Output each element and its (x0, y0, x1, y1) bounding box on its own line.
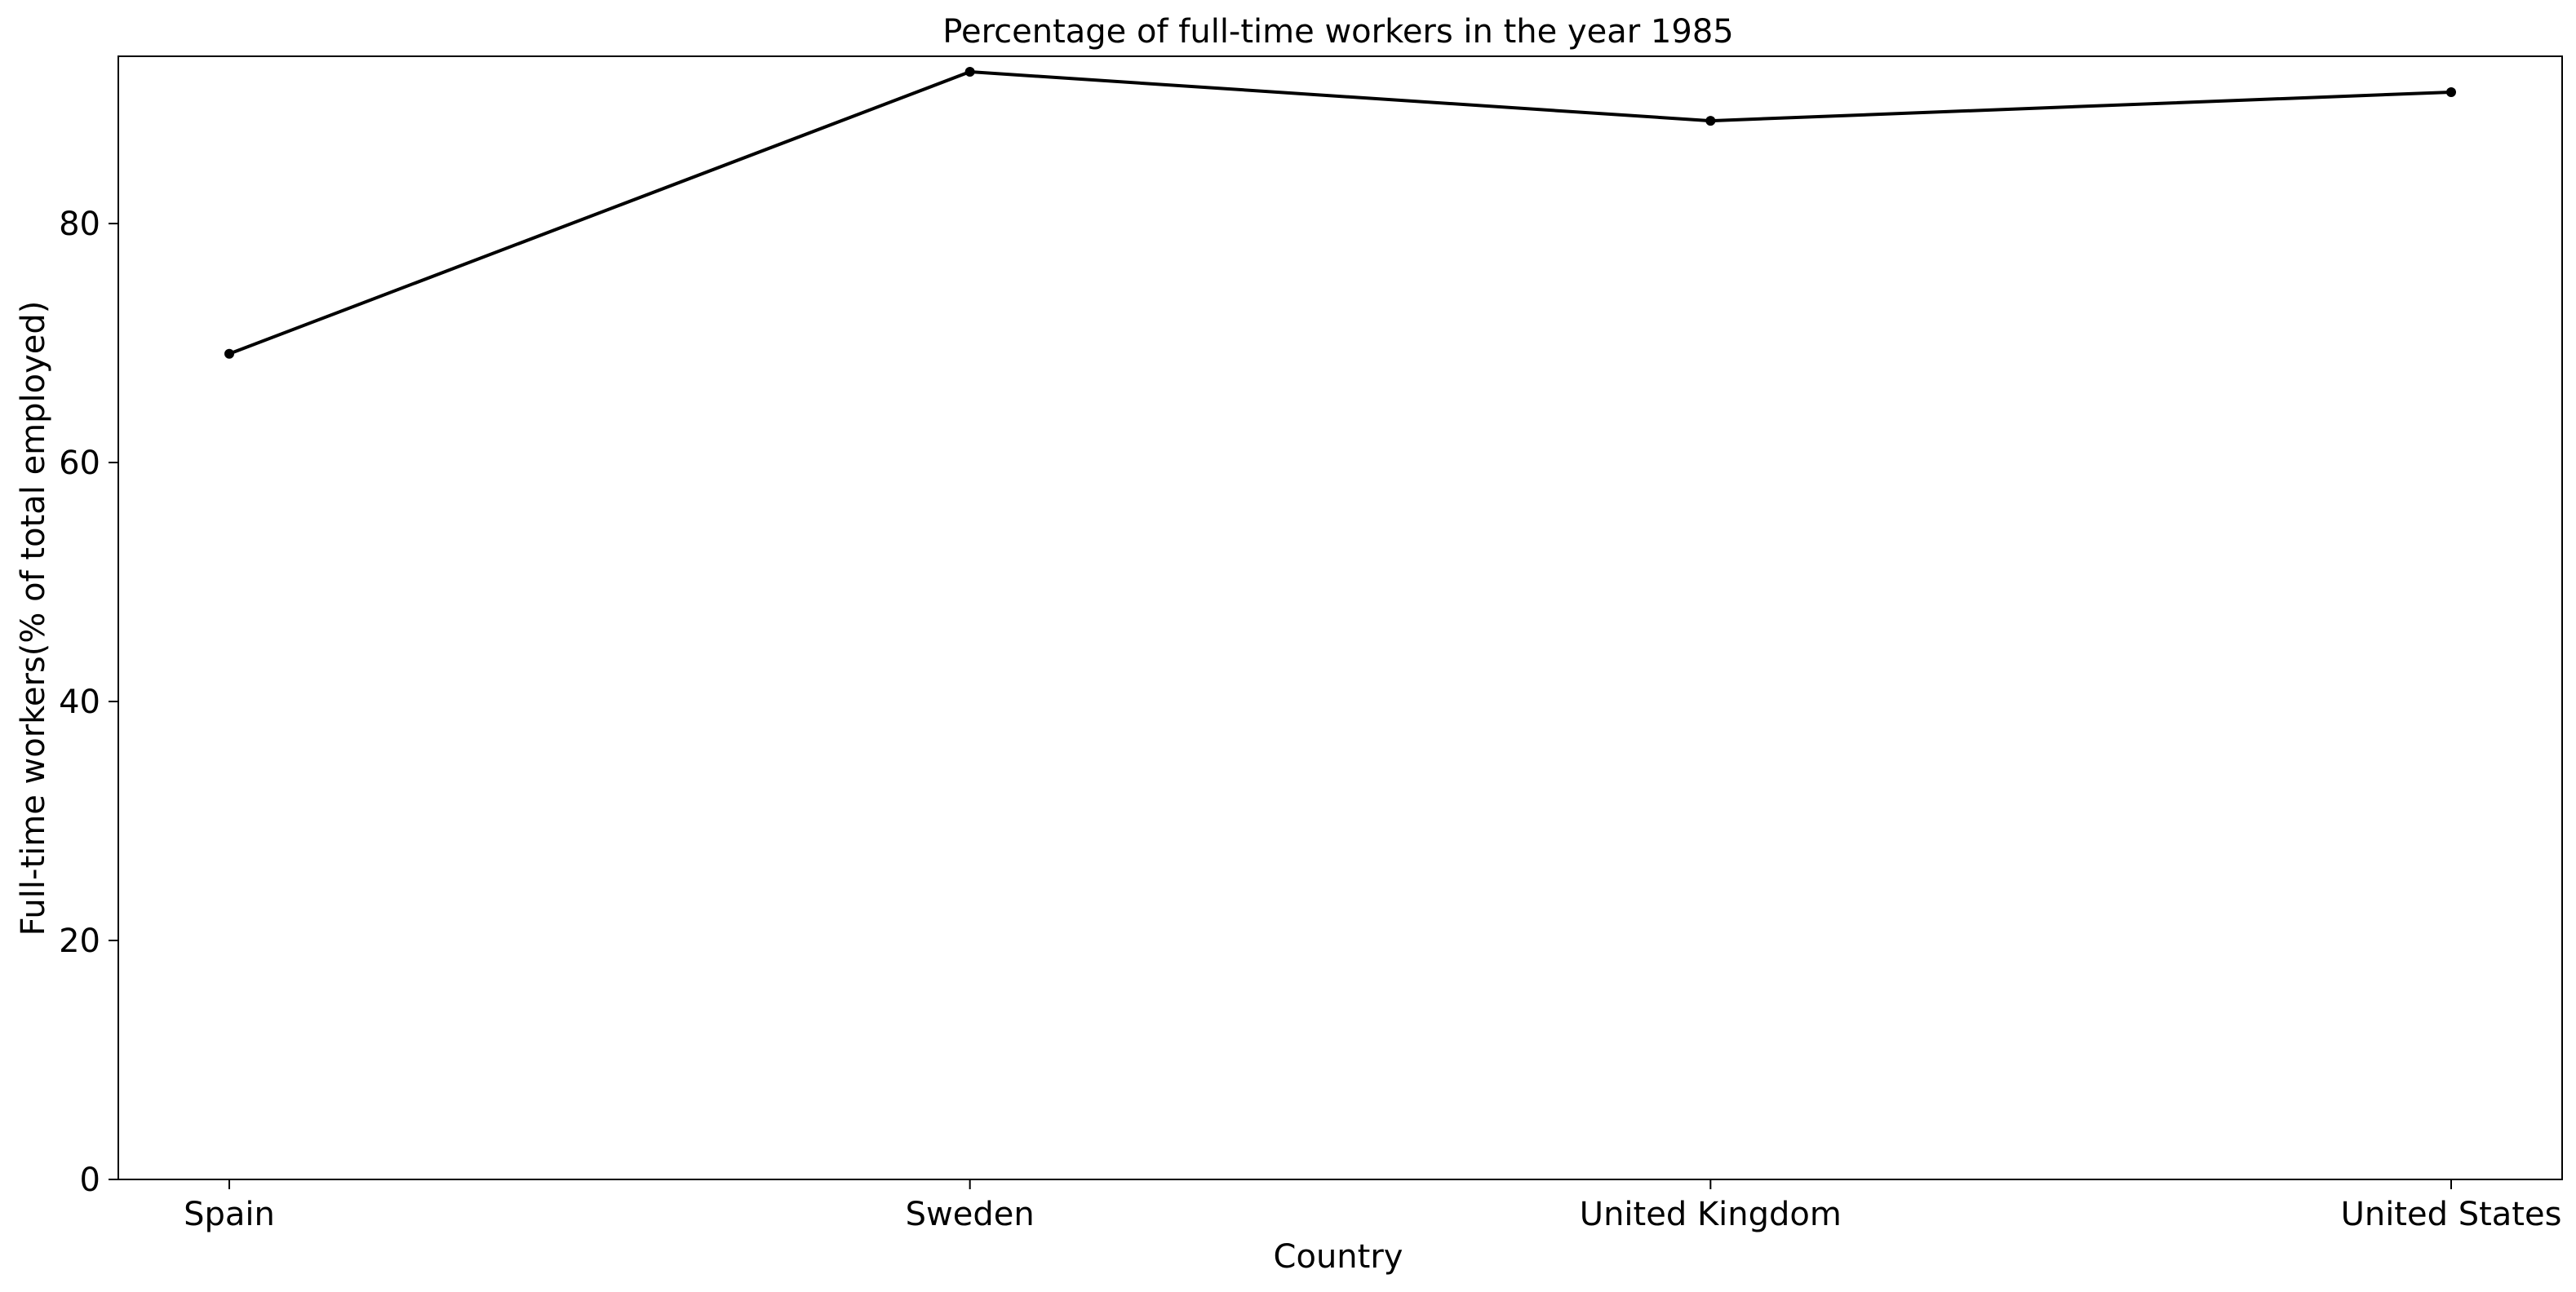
x-axis-label: Country (1274, 1238, 1403, 1276)
data-point (2446, 86, 2456, 97)
x-tick-label: Spain (184, 1196, 275, 1233)
y-tick-label: 40 (59, 684, 100, 721)
y-tick-label: 20 (59, 923, 100, 960)
x-tick-label: United Kingdom (1580, 1196, 1842, 1233)
data-point (1705, 116, 1716, 126)
y-tick-label: 60 (59, 445, 100, 482)
data-point (224, 348, 234, 359)
y-tick-label: 0 (80, 1161, 100, 1199)
chart-title: Percentage of full-time workers in the y… (942, 13, 1733, 51)
plot-frame (117, 55, 2563, 1180)
x-tick-label: Sweden (906, 1196, 1035, 1233)
x-tick-label: United States (2341, 1196, 2562, 1233)
data-point (964, 67, 975, 77)
series-line (228, 70, 2452, 356)
y-axis-label: Full-time workers(% of total employed) (15, 301, 52, 936)
y-tick-label: 80 (59, 206, 100, 243)
plot-area: 0 20 40 60 80 Spain Sweden United Kingdom United… (59, 55, 2563, 1233)
